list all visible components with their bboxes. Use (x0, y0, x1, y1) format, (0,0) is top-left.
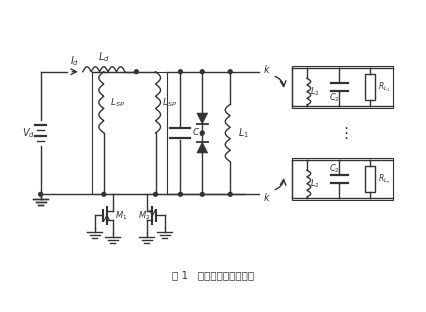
Circle shape (154, 193, 158, 196)
Text: $M_1$: $M_1$ (115, 209, 128, 222)
Circle shape (102, 193, 106, 196)
Text: $V_d$: $V_d$ (22, 126, 35, 140)
Circle shape (228, 193, 232, 196)
Text: $L_{SP}$: $L_{SP}$ (161, 96, 176, 109)
Bar (92, 72, 167, 194)
Text: $k$: $k$ (263, 191, 271, 203)
Text: $C_1$: $C_1$ (192, 127, 204, 139)
Text: $M_2$: $M_2$ (138, 209, 150, 222)
Bar (365, 166, 375, 193)
Circle shape (178, 70, 182, 74)
Circle shape (39, 193, 43, 196)
Text: $k$: $k$ (263, 63, 271, 75)
Circle shape (200, 131, 204, 135)
Text: $L_2$: $L_2$ (311, 177, 320, 190)
Circle shape (200, 70, 204, 74)
Circle shape (178, 193, 182, 196)
Text: $L_d$: $L_d$ (98, 50, 110, 64)
Bar (291, 66, 393, 108)
Polygon shape (197, 113, 207, 124)
Bar (365, 74, 375, 100)
Circle shape (135, 70, 138, 74)
Polygon shape (197, 142, 207, 153)
Bar (291, 158, 393, 200)
Text: $L_2$: $L_2$ (311, 85, 320, 98)
Text: $R_{L_1}$: $R_{L_1}$ (378, 80, 391, 94)
Circle shape (200, 193, 204, 196)
Text: 图 1   非接触通用供电平台: 图 1 非接触通用供电平台 (172, 270, 254, 280)
Text: $L_1$: $L_1$ (238, 126, 249, 140)
Text: $C_2$: $C_2$ (329, 91, 340, 104)
Text: $I_d$: $I_d$ (70, 54, 79, 68)
Text: $\vdots$: $\vdots$ (338, 125, 348, 141)
Circle shape (228, 70, 232, 74)
Text: $C_2$: $C_2$ (329, 162, 340, 174)
Text: $R_{L_n}$: $R_{L_n}$ (378, 172, 391, 186)
Text: $L_{SP}$: $L_{SP}$ (110, 96, 125, 109)
